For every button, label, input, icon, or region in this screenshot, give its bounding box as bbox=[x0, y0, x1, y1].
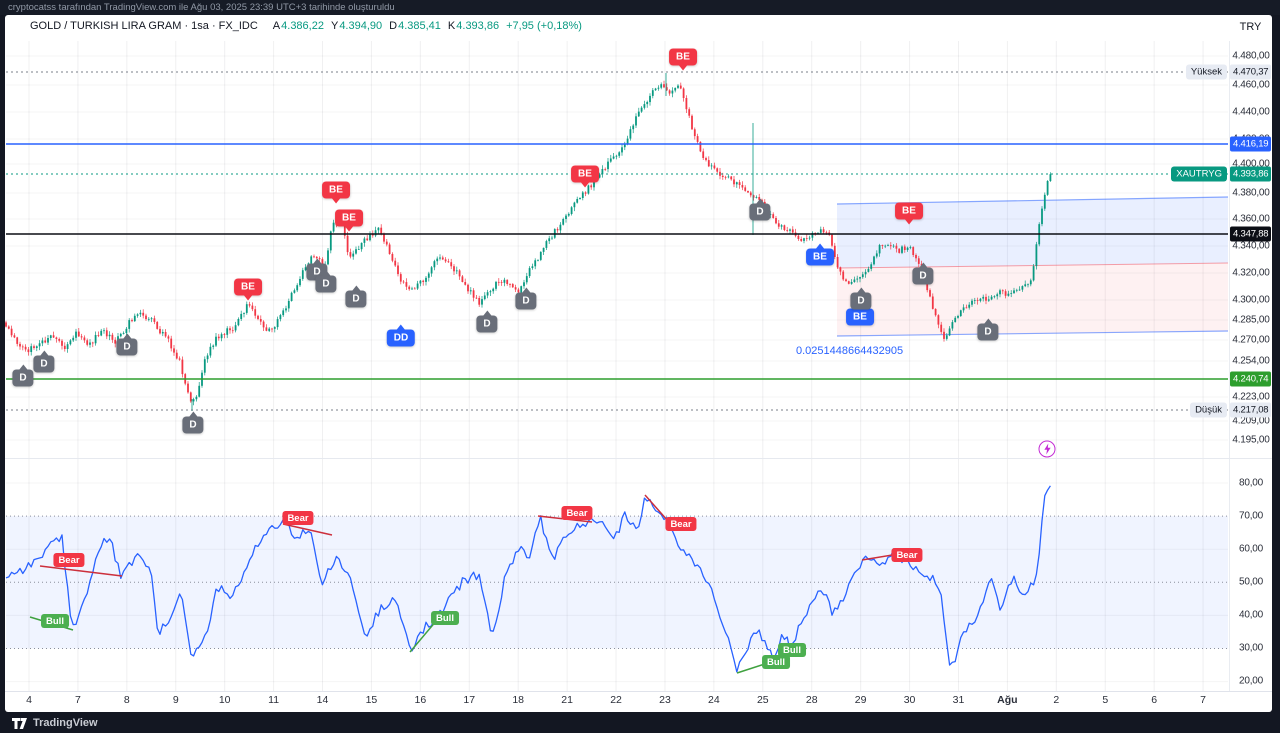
price-change: +7,95 (+0,18%) bbox=[506, 20, 582, 32]
ohlc-letter: Y bbox=[330, 20, 339, 32]
attribution-text: cryptocatss tarafından TradingView.com i… bbox=[8, 2, 395, 13]
ohlc-letter: K bbox=[447, 20, 456, 32]
divergence-line-bear bbox=[644, 494, 669, 522]
ohlc-value: 4.393,86 bbox=[456, 20, 500, 32]
ohlc-value: 4.385,41 bbox=[398, 20, 441, 32]
ohlc-values: A4.386,22 Y4.394,90 D4.385,41 K4.393,86 +7,9… bbox=[266, 20, 582, 32]
divergence-line-bear bbox=[282, 523, 333, 536]
divergence-line-bull bbox=[409, 619, 438, 653]
tradingview-brand-text[interactable]: TradingView bbox=[33, 717, 98, 729]
rsi-line bbox=[5, 485, 1051, 673]
ohlc-letter: A bbox=[272, 20, 281, 32]
price-axis-separator[interactable] bbox=[1229, 41, 1230, 691]
channel-mid-line bbox=[836, 262, 1229, 269]
divergence-line-bull bbox=[736, 658, 781, 674]
ohlc-value: 4.386,22 bbox=[281, 20, 324, 32]
footer-bar: TradingView bbox=[0, 713, 1280, 733]
ohlc-letter: D bbox=[389, 20, 398, 32]
attribution-bar: cryptocatss tarafından TradingView.com i… bbox=[0, 0, 1280, 15]
symbol-title[interactable]: GOLD / TURKISH LIRA GRAM · 1sa · FX_IDC bbox=[30, 20, 258, 32]
channel-upper-fill bbox=[837, 197, 1228, 268]
time-axis-separator bbox=[5, 691, 1272, 692]
channel-bottom-line bbox=[836, 330, 1229, 337]
ohlc-value: 4.394,90 bbox=[339, 20, 383, 32]
axis-currency-label[interactable]: TRY bbox=[1239, 21, 1262, 33]
chart-header: GOLD / TURKISH LIRA GRAM · 1sa · FX_IDC A… bbox=[30, 20, 582, 36]
pane-separator[interactable] bbox=[5, 458, 1272, 459]
chart-panel bbox=[5, 15, 1272, 712]
divergence-line-bear bbox=[39, 565, 123, 577]
channel-lower-fill bbox=[837, 263, 1228, 336]
tradingview-logo-icon[interactable] bbox=[12, 717, 27, 729]
rsi-band bbox=[6, 516, 1228, 649]
